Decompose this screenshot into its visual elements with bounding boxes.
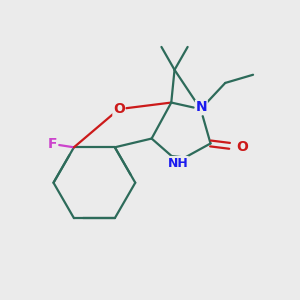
Text: O: O <box>113 102 125 116</box>
Text: O: O <box>237 140 248 154</box>
Text: F: F <box>48 137 57 151</box>
Text: NH: NH <box>167 157 188 169</box>
Text: N: N <box>196 100 207 115</box>
